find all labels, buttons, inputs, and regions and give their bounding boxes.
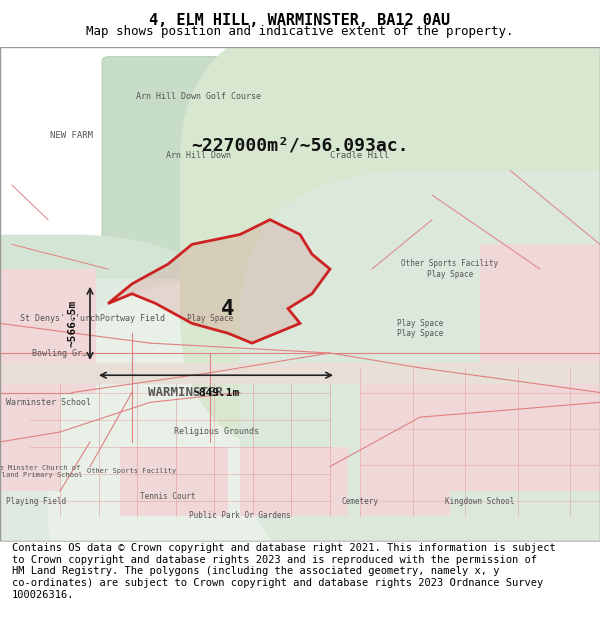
- Polygon shape: [18, 259, 90, 418]
- Text: St Denys' C’urch: St Denys' C’urch: [20, 314, 100, 323]
- Text: Arn Hill Down: Arn Hill Down: [166, 151, 230, 160]
- Text: Tennis Court: Tennis Court: [140, 492, 196, 501]
- Text: WARMINSTER: WARMINSTER: [149, 386, 223, 399]
- FancyBboxPatch shape: [306, 81, 426, 249]
- Text: Playing Field: Playing Field: [6, 497, 66, 506]
- Text: Religious Grounds: Religious Grounds: [173, 428, 259, 436]
- Text: Arn Hill Down Golf Course: Arn Hill Down Golf Course: [136, 92, 260, 101]
- Text: ~566.5m: ~566.5m: [68, 300, 78, 347]
- Text: Play Space
Play Space: Play Space Play Space: [397, 319, 443, 338]
- FancyBboxPatch shape: [0, 234, 252, 625]
- Text: Play Space: Play Space: [187, 314, 233, 323]
- Text: NEW FARM: NEW FARM: [50, 131, 94, 140]
- Bar: [0, 269, 96, 392]
- Text: Other Sports Facility: Other Sports Facility: [88, 469, 176, 474]
- Text: ~849.1m: ~849.1m: [193, 388, 239, 398]
- Text: Map shows position and indicative extent of the property.: Map shows position and indicative extent…: [86, 26, 514, 39]
- Bar: [480, 244, 600, 368]
- Bar: [240, 447, 348, 516]
- Bar: [120, 447, 228, 516]
- Text: Cradle Hill: Cradle Hill: [331, 151, 389, 160]
- FancyBboxPatch shape: [0, 279, 390, 625]
- Text: ~227000m²/~56.093ac.: ~227000m²/~56.093ac.: [191, 137, 409, 154]
- Text: Public Park Or Gardens: Public Park Or Gardens: [189, 511, 291, 521]
- Text: 4, ELM HILL, WARMINSTER, BA12 0AU: 4, ELM HILL, WARMINSTER, BA12 0AU: [149, 13, 451, 28]
- FancyBboxPatch shape: [102, 57, 342, 274]
- Bar: [360, 368, 600, 491]
- Text: Other Sports Facility
Play Space: Other Sports Facility Play Space: [401, 259, 499, 279]
- Text: The Minster Church of
England Primary School: The Minster Church of England Primary Sc…: [0, 465, 83, 478]
- FancyBboxPatch shape: [48, 279, 528, 625]
- Bar: [0, 392, 60, 491]
- Bar: [360, 447, 450, 516]
- Text: Kingdown School: Kingdown School: [445, 497, 515, 506]
- FancyBboxPatch shape: [240, 170, 600, 590]
- Text: Portway Field: Portway Field: [100, 314, 164, 323]
- Text: Warminster School: Warminster School: [5, 398, 91, 407]
- FancyBboxPatch shape: [180, 12, 600, 466]
- Text: Bowling Gr…: Bowling Gr…: [32, 349, 88, 358]
- Text: 4: 4: [221, 299, 235, 319]
- Text: Contains OS data © Crown copyright and database right 2021. This information is : Contains OS data © Crown copyright and d…: [12, 543, 556, 599]
- Polygon shape: [108, 219, 330, 343]
- Text: Cemetery: Cemetery: [341, 497, 379, 506]
